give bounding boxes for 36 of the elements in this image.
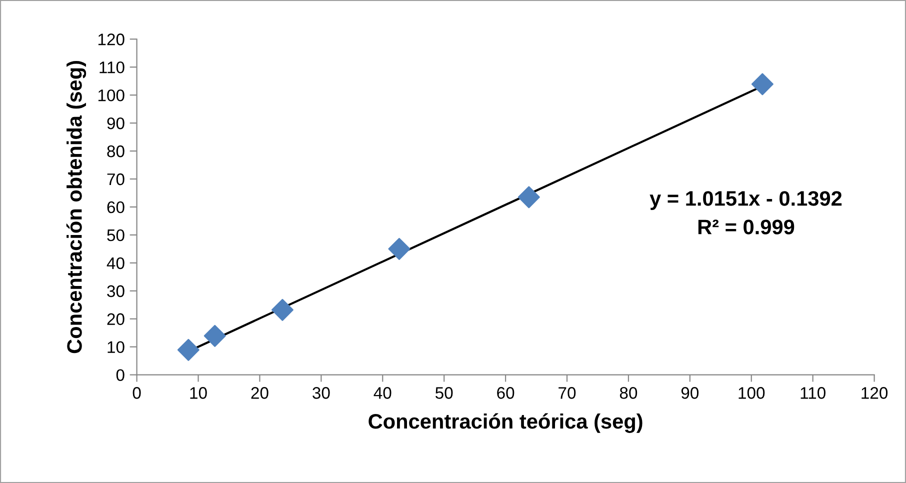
x-tick-label: 90 (681, 387, 699, 399)
y-tick-label: 30 (107, 285, 124, 298)
x-tick-label: 120 (862, 387, 888, 399)
point (204, 324, 226, 347)
y-tick-label: 90 (107, 117, 124, 130)
y-tick-label: 70 (107, 173, 124, 186)
y-tick-label: 110 (100, 62, 124, 74)
y-axis-title: Concentración obtenida (seg) (66, 60, 86, 354)
y-tick-label: 100 (98, 89, 124, 102)
x-tick-label: 20 (251, 387, 268, 399)
point (177, 338, 200, 361)
point (751, 73, 774, 96)
x-tick-label: 30 (312, 387, 330, 399)
y-tick-label: 80 (107, 145, 124, 158)
point (271, 298, 294, 321)
x-tick-label: 10 (190, 387, 207, 399)
y-tick-label: 10 (108, 341, 124, 354)
x-tick-label: 100 (738, 387, 765, 399)
x-tick-label: 60 (497, 387, 514, 399)
y-tick-label: 40 (106, 257, 124, 270)
x-tick-label: 80 (620, 387, 638, 399)
y-tick-label: 120 (98, 34, 124, 46)
y-tick-label: 0 (116, 369, 124, 382)
x-tick-label: 110 (800, 387, 826, 399)
point (518, 186, 540, 208)
y-tick-label: 20 (107, 313, 124, 326)
annotation: R² = 0.999 (698, 220, 794, 234)
point (388, 238, 410, 260)
y-tick-label: 60 (107, 201, 124, 214)
x-tick-label: 40 (374, 387, 392, 399)
x-tick-label: 50 (435, 387, 453, 399)
y-tick-label: 50 (107, 229, 124, 242)
x-axis-title: Concentración teórica (seg) (368, 413, 642, 433)
annotation: y = 1.0151x - 0.1392 (650, 191, 842, 210)
x-tick-label: 0 (132, 387, 141, 399)
x-tick-label: 70 (558, 387, 576, 399)
